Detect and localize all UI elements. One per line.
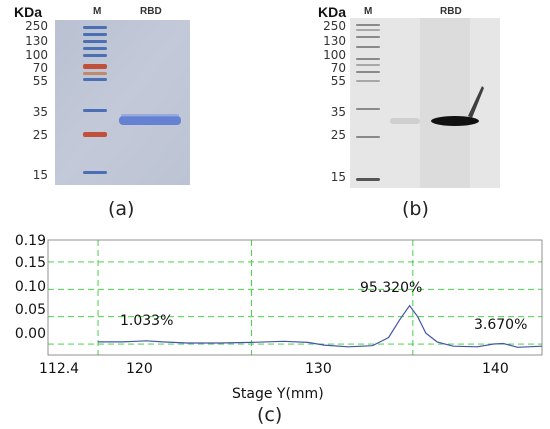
x-tick-label: 130 (305, 361, 332, 377)
panel-c-caption: (c) (257, 404, 283, 426)
panel-a-lane-rbd: RBD (140, 6, 162, 17)
panel-b-western-blot-image (350, 18, 500, 188)
x-tick-label: 112.4 (39, 361, 80, 377)
panel-a-mw-15: 15 (32, 168, 48, 182)
panel-b-unit: KDa (318, 4, 347, 20)
y-tick-label: 0.05 (14, 302, 46, 318)
panel-b-lane-rbd: RBD (440, 6, 462, 17)
y-tick-label: 0.19 (14, 233, 46, 249)
y-tick-label: 0.15 (14, 255, 46, 271)
panel-b-lane-m: M (364, 6, 373, 17)
panel-b-caption: (b) (402, 198, 429, 220)
panel-b-mw-100: 100 (323, 48, 346, 62)
panel-a-mw-35: 35 (32, 105, 48, 119)
panel-a-mw-130: 130 (25, 34, 48, 48)
panel-b-mw-70: 70 (330, 61, 346, 75)
x-tick-label: 140 (482, 361, 509, 377)
panel-b-mw-25: 25 (330, 128, 346, 142)
panel-a-sds-gel-image (55, 20, 190, 185)
panel-b-mw-55: 55 (330, 74, 346, 88)
panel-b-mw-15: 15 (330, 170, 346, 184)
panel-b-mw-250: 250 (323, 19, 346, 33)
panel-a-mw-55: 55 (32, 74, 48, 88)
panel-a-unit: KDa (14, 4, 43, 20)
panel-a-mw-70: 70 (32, 61, 48, 75)
series-line (98, 304, 543, 348)
panel-b-mw-35: 35 (330, 105, 346, 119)
panel-a-mw-250: 250 (25, 19, 48, 33)
annotation-peak-1: 1.033% (120, 313, 174, 329)
x-axis-label: Stage Y(mm) (232, 386, 324, 402)
panel-b-mw-130: 130 (323, 34, 346, 48)
y-tick-label: 0.00 (14, 326, 46, 342)
panel-a-mw-25: 25 (32, 128, 48, 142)
panel-a-caption: (a) (108, 198, 135, 220)
chart-grid (48, 240, 542, 355)
plot-frame (47, 239, 543, 356)
panel-a-lane-m: M (93, 6, 102, 17)
y-tick-label: 0.10 (14, 279, 46, 295)
x-tick-label: 120 (126, 361, 153, 377)
annotation-peak-3: 3.670% (474, 317, 528, 333)
panel-a-mw-100: 100 (25, 48, 48, 62)
annotation-peak-2: 95.320% (360, 280, 423, 296)
